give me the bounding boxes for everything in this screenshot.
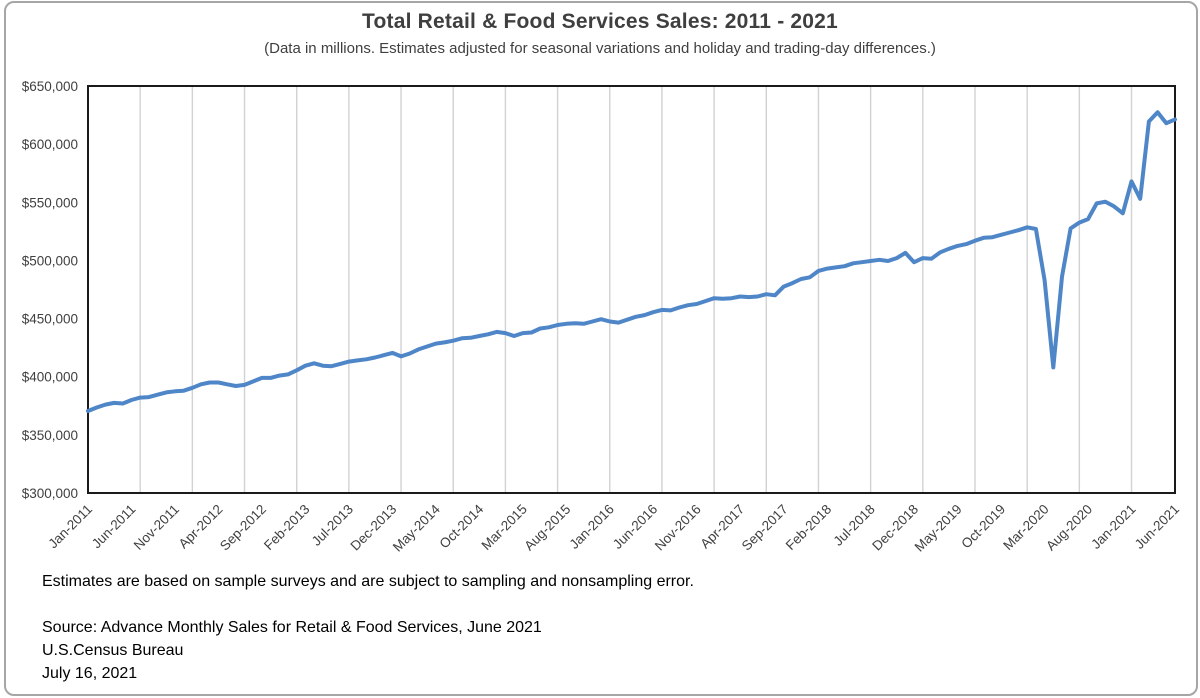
- source-date: July 16, 2021: [42, 665, 138, 682]
- x-axis-tick-label: Sep-2017: [739, 502, 791, 554]
- y-axis-tick-label: $400,000: [22, 370, 78, 385]
- source-agency: U.S.Census Bureau: [42, 642, 184, 659]
- y-axis-tick-label: $550,000: [22, 195, 78, 210]
- y-axis-tick-label: $600,000: [22, 137, 78, 152]
- y-axis-tick-label: $500,000: [22, 253, 78, 268]
- plot-border: [87, 85, 1176, 494]
- x-axis-tick-label: Feb-2018: [783, 502, 834, 553]
- y-axis-tick-label: $300,000: [22, 486, 78, 501]
- x-axis-tick-label: Sep-2012: [217, 502, 269, 554]
- source-line: Source: Advance Monthly Sales for Retail…: [42, 619, 542, 636]
- y-axis-tick-label: $450,000: [22, 312, 78, 327]
- sales-data-line: [86, 110, 1177, 413]
- x-axis-tick-label: Jan-2016: [566, 502, 616, 552]
- x-axis-tick-label: Jun-2021: [1132, 502, 1182, 552]
- x-axis-tick-label: Aug-2020: [1043, 502, 1095, 554]
- line-chart: $300,000 $350,000 $400,000 $450,000 $500,000…: [22, 79, 1182, 555]
- x-axis-tick-label: Jan-2021: [1088, 502, 1138, 552]
- footnote-source: Source: Advance Monthly Sales for Retail…: [42, 616, 542, 685]
- x-axis-tick-label: May-2014: [390, 501, 443, 554]
- y-axis-tick-label: $650,000: [22, 79, 78, 94]
- x-axis-tick-label: Nov-2016: [652, 502, 704, 554]
- x-axis-tick-label: Mar-2015: [478, 502, 529, 553]
- x-axis-tick-label: Jan-2011: [45, 502, 95, 552]
- x-axis-tick-label: Mar-2020: [1000, 502, 1051, 553]
- x-axis-tick-label: Aug-2015: [521, 502, 573, 554]
- footnote-sampling: Estimates are based on sample surveys an…: [42, 573, 694, 590]
- y-axis-tick-label: $350,000: [22, 428, 78, 443]
- x-axis-tick-label: May-2019: [912, 502, 965, 555]
- x-axis-tick-label: Nov-2011: [131, 502, 182, 553]
- x-axis-tick-label: Feb-2013: [261, 502, 312, 553]
- chart-subtitle: (Data in millions. Estimates adjusted fo…: [264, 40, 936, 57]
- chart-title: Total Retail & Food Services Sales: 2011…: [362, 10, 838, 33]
